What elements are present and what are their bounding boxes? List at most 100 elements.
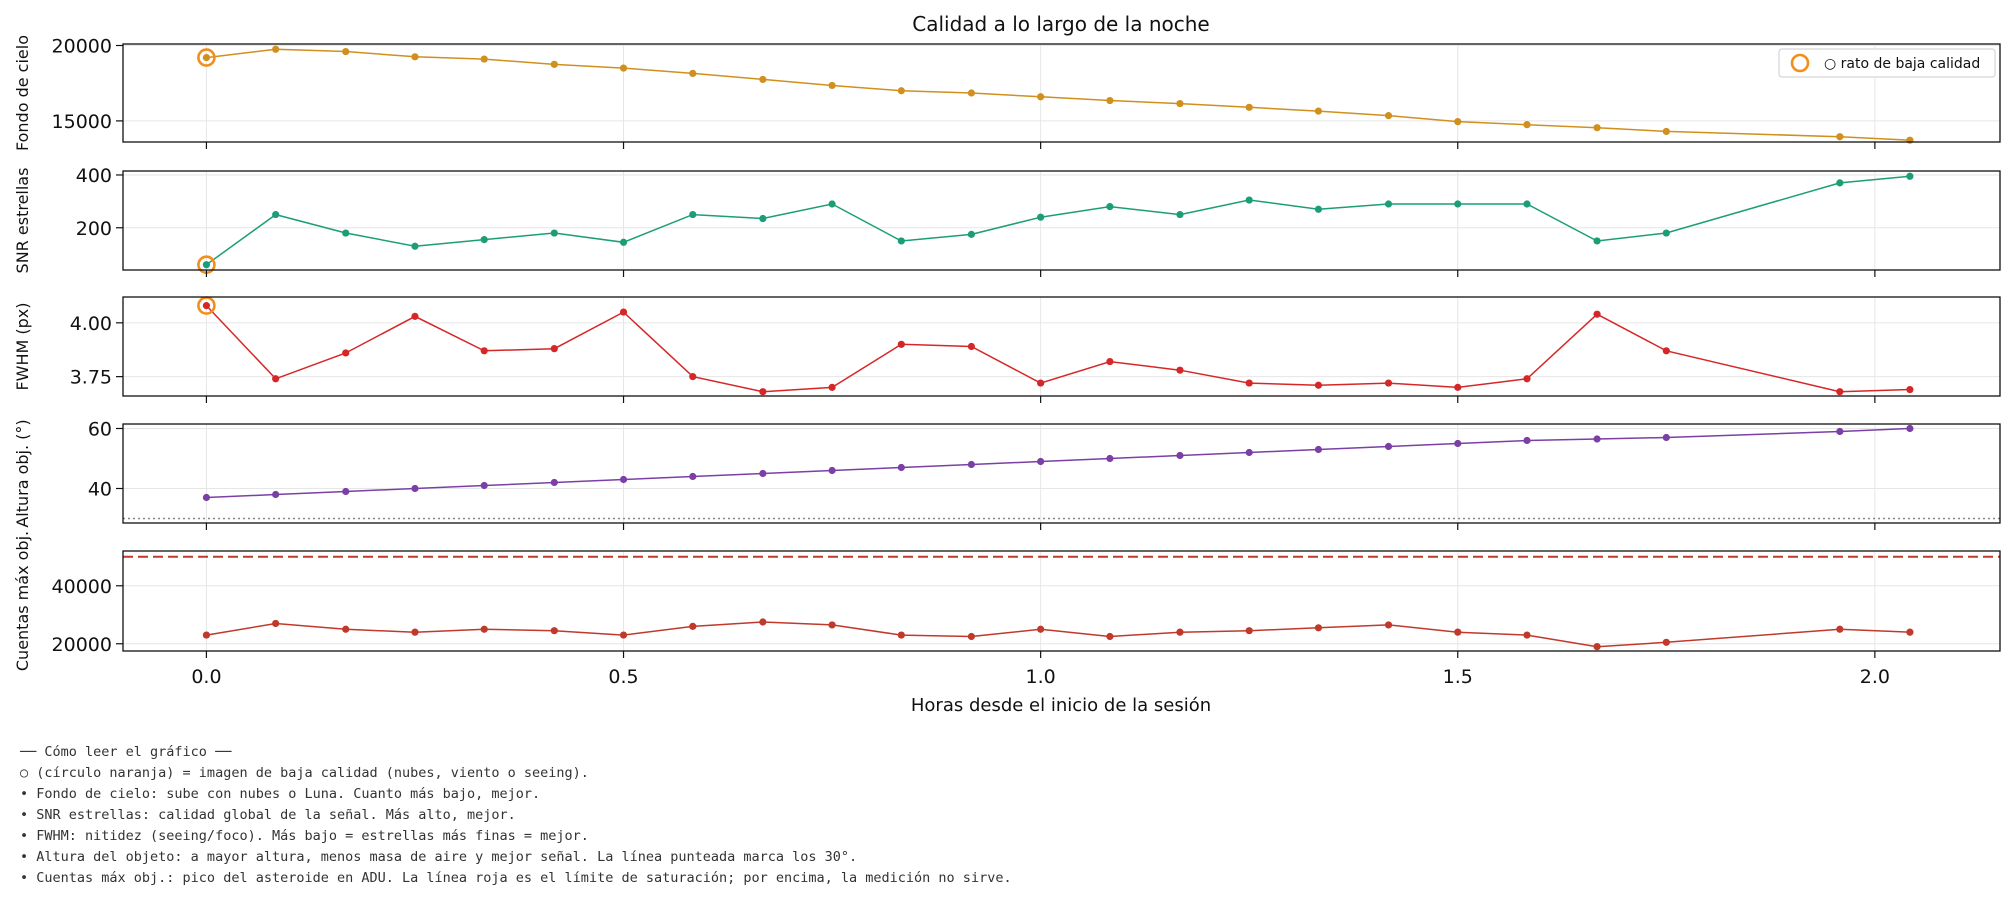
data-point (1314, 381, 1323, 389)
data-point (1314, 624, 1323, 632)
data-point (342, 487, 350, 496)
data-point (480, 236, 488, 244)
data-point (202, 261, 211, 269)
chart-panels: 15000 20000 Fondo de cielo 200 400 SNR estrel… (13, 35, 2001, 688)
panel-snr: 200 400 SNR estrellas (13, 165, 2001, 277)
data-point (272, 210, 280, 219)
data-point (967, 230, 976, 238)
data-point (897, 340, 905, 348)
data-point (480, 55, 488, 63)
y-tick-label: 40000 (52, 576, 112, 598)
reading-guide-line: • Fondo de cielo: sube con nubes o Luna.… (20, 786, 541, 802)
data-point (1662, 433, 1670, 442)
data-point (411, 242, 419, 250)
x-tick-label: 0.0 (191, 666, 221, 688)
data-point (272, 375, 280, 383)
data-point (1384, 379, 1393, 387)
data-point (1314, 107, 1323, 115)
legend-marker (1790, 53, 1810, 73)
data-point (1523, 375, 1531, 383)
data-point (411, 628, 419, 636)
reading-guide-line: • SNR estrellas: calidad global de la se… (20, 807, 516, 823)
data-point (1384, 200, 1393, 208)
data-point (828, 200, 836, 208)
data-point (689, 210, 697, 219)
data-point (1037, 457, 1045, 466)
data-point (689, 622, 697, 630)
data-point (202, 493, 211, 502)
data-point (1106, 357, 1114, 366)
data-point (1662, 127, 1670, 136)
panel-frame (122, 296, 2001, 397)
data-point (1454, 383, 1462, 391)
data-point (1106, 632, 1114, 641)
data-point (272, 490, 280, 499)
data-point (1593, 435, 1601, 443)
data-point (272, 45, 280, 53)
data-point (1037, 625, 1045, 633)
panel-fwhm: 3.75 4.00 FWHM (px) (13, 296, 2001, 403)
data-point (1037, 379, 1045, 387)
data-point (1106, 454, 1114, 463)
series-line-fwhm (205, 305, 1910, 393)
y-tick-label: 20000 (52, 634, 112, 656)
x-axis-label: Horas desde el inicio de la sesión (911, 695, 1211, 716)
panel-sky: 15000 20000 Fondo de cielo (13, 35, 2001, 151)
data-point (480, 347, 488, 355)
data-point (619, 308, 628, 316)
data-point (480, 625, 488, 633)
data-point (1176, 451, 1184, 460)
data-point (1176, 366, 1184, 374)
x-tick-label: 0.5 (608, 666, 638, 688)
data-point (619, 238, 628, 246)
data-point (1037, 93, 1045, 101)
panel-frame (122, 423, 2001, 524)
data-point (1836, 179, 1844, 187)
data-point (897, 87, 905, 95)
data-point (828, 466, 836, 475)
data-point (619, 64, 628, 72)
data-point (1906, 424, 1914, 433)
reading-guide-heading: ── Cómo leer el gráfico ── (20, 744, 232, 760)
data-point (897, 631, 905, 639)
data-point (1245, 627, 1253, 635)
series-line-peak (206, 621, 1910, 648)
data-point (550, 627, 558, 635)
panel-alt: 40 60 Altura obj. (°) (13, 419, 2001, 530)
data-point (411, 312, 419, 320)
data-point (411, 484, 419, 493)
y-tick-label: 40 (88, 479, 112, 501)
data-point (1906, 628, 1914, 636)
data-point (1906, 136, 1914, 144)
data-point (411, 53, 419, 61)
x-tick-label: 1.5 (1443, 666, 1473, 688)
data-point (1593, 237, 1601, 245)
data-point (897, 463, 905, 472)
data-point (550, 60, 558, 68)
data-point (1593, 643, 1601, 651)
data-point (1454, 628, 1462, 636)
data-point (1176, 210, 1184, 219)
data-point (1245, 379, 1253, 387)
data-point (1384, 112, 1393, 120)
reading-guide: ── Cómo leer el gráfico ── ○ (círculo na… (20, 742, 1012, 889)
data-point (1245, 196, 1253, 204)
panel-frame (122, 43, 2001, 143)
y-axis-label: SNR estrellas (13, 168, 32, 274)
low-quality-marker (197, 48, 216, 67)
data-point (897, 237, 905, 245)
data-point (1245, 448, 1253, 457)
data-point (759, 388, 767, 396)
data-point (828, 81, 836, 90)
data-point (1454, 118, 1462, 126)
y-tick-label: 20000 (52, 36, 112, 58)
data-point (1836, 625, 1844, 633)
reading-guide-line: • Cuentas máx obj.: pico del asteroide e… (20, 870, 1012, 886)
data-point (1384, 621, 1393, 629)
data-point (967, 89, 976, 97)
data-point (1245, 103, 1253, 111)
data-point (759, 469, 767, 478)
data-point (342, 349, 350, 357)
data-point (550, 229, 558, 237)
data-point (828, 621, 836, 629)
